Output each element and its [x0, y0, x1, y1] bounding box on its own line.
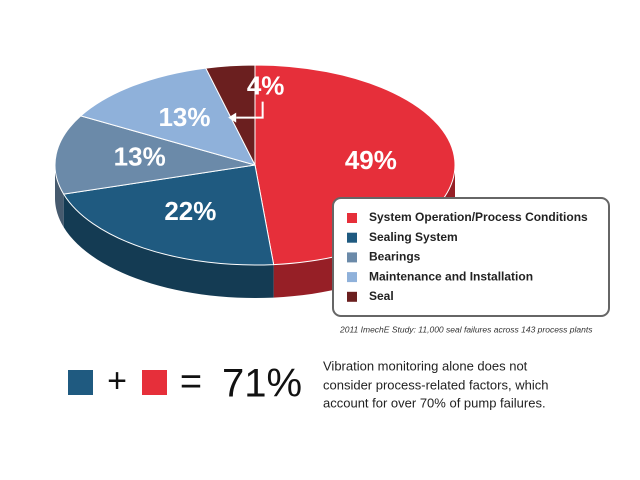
slice: [62, 164, 275, 266]
legend-swatch: [347, 252, 357, 263]
slice-label: 13%: [114, 142, 166, 172]
slice: [54, 115, 256, 195]
slice-label: 13%: [158, 102, 210, 132]
description-line: account for over 70% of pump failures.: [323, 395, 546, 410]
source-note: 2011 ImechE Study: 11,000 seal failures …: [339, 324, 593, 334]
label-arrow: [236, 101, 264, 119]
legend-swatch: [347, 291, 357, 302]
slice: [79, 67, 256, 166]
legend-label: System Operation/Process Conditions: [369, 210, 588, 224]
slice-label: 4%: [247, 70, 285, 100]
pie: 49% 22% 13% 13% 4%: [54, 64, 456, 298]
red-square: [142, 370, 167, 395]
equals-sign: =: [180, 361, 202, 403]
slice-side: [63, 194, 274, 298]
legend-label: Maintenance and Installation: [369, 269, 533, 283]
total-percent: 71%: [222, 362, 302, 406]
legend-label: Seal: [369, 289, 394, 303]
slice-label: 22%: [164, 196, 216, 226]
legend-swatch: [347, 232, 357, 243]
legend: System Operation/Process Conditions Seali…: [332, 197, 610, 317]
plus-sign: +: [107, 362, 127, 400]
legend-swatch: [347, 272, 357, 283]
description-line: Vibration monitoring alone does not: [323, 358, 528, 373]
legend-label: Bearings: [369, 250, 421, 264]
slice-side: [273, 165, 455, 298]
legend-label: Sealing System: [369, 230, 458, 244]
legend-swatch: [347, 213, 357, 223]
blue-square: [68, 370, 93, 395]
slice-label: 49%: [345, 145, 397, 175]
slice: [204, 64, 256, 166]
legend-box: [332, 197, 610, 317]
description-line: consider process-related factors, which: [323, 377, 548, 392]
label-arrow-head: [228, 112, 237, 123]
